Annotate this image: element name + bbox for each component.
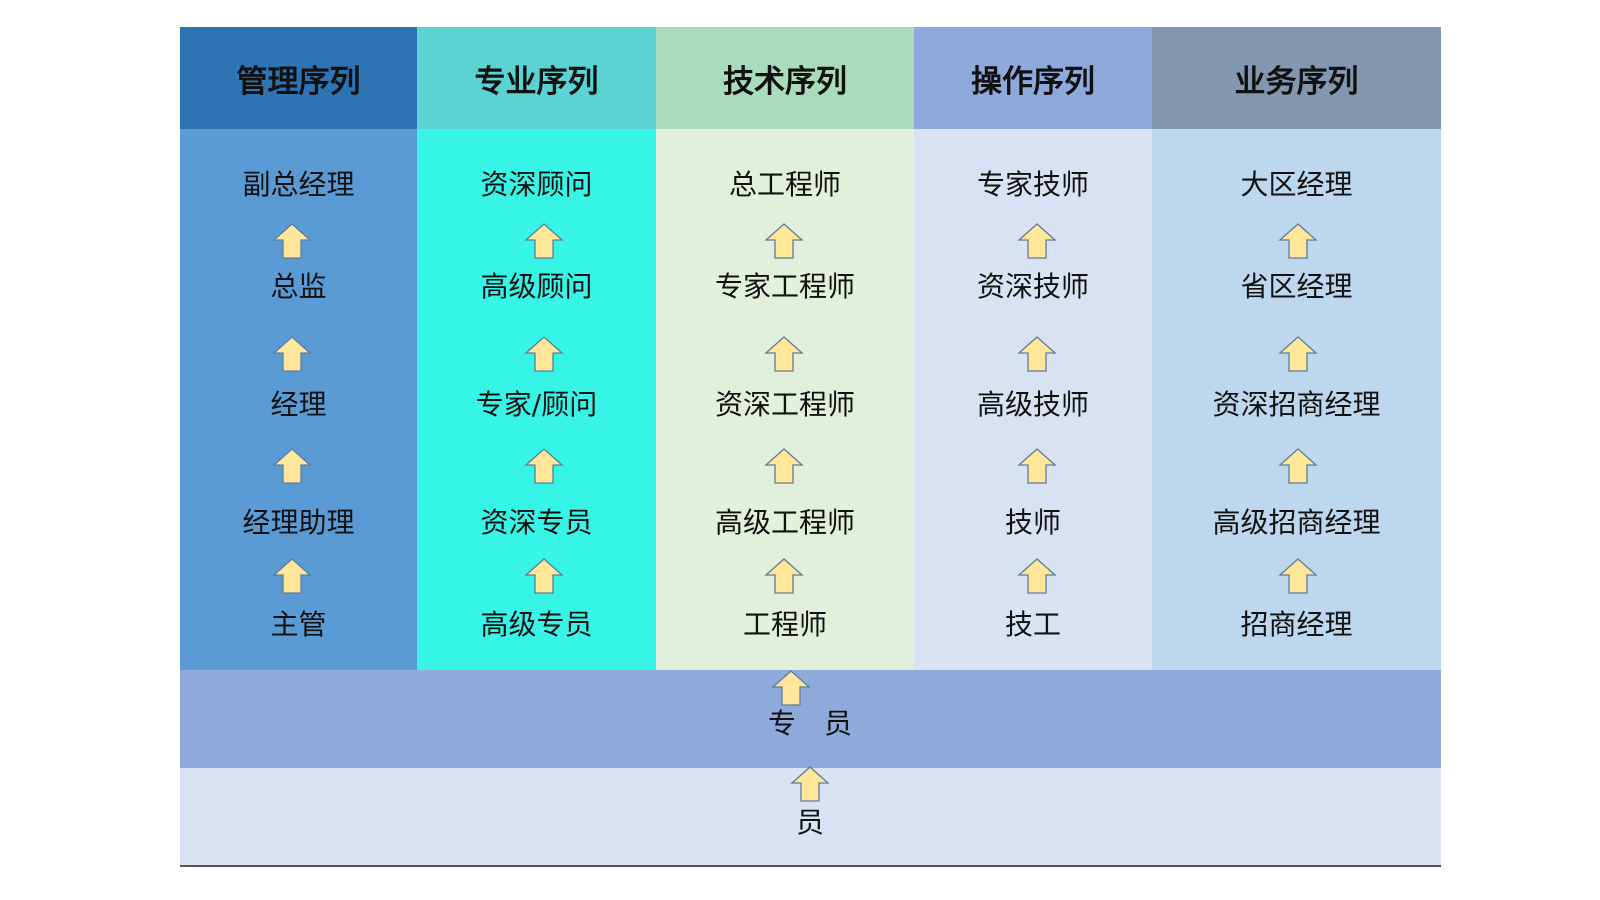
up-arrow-icon [523, 558, 564, 594]
level-label: 专家工程师 [714, 270, 856, 303]
up-arrow-icon [790, 766, 830, 802]
up-arrow-icon [771, 670, 811, 706]
level-label: 主管 [270, 608, 327, 641]
up-arrow-icon [271, 223, 312, 259]
up-arrow-icon [764, 336, 804, 372]
up-arrow-icon [1017, 558, 1057, 594]
level-label: 专家技师 [976, 168, 1090, 201]
band-specialist [180, 670, 1441, 768]
level-label: 总监 [270, 270, 327, 303]
up-arrow-icon [271, 558, 312, 594]
base-label: 员 [795, 806, 825, 839]
up-arrow-icon [523, 223, 564, 259]
level-label: 经理 [270, 388, 327, 421]
level-label: 技工 [1004, 608, 1062, 641]
level-label: 高级工程师 [714, 506, 856, 539]
level-label: 工程师 [742, 608, 828, 641]
level-label: 高级技师 [976, 388, 1090, 421]
level-label: 资深招商经理 [1212, 388, 1381, 421]
up-arrow-icon [764, 558, 804, 594]
column-header: 操作序列 [914, 27, 1152, 129]
column-header: 业务序列 [1152, 27, 1441, 129]
level-label: 省区经理 [1240, 270, 1353, 303]
level-label: 资深专员 [480, 506, 593, 539]
level-label: 副总经理 [242, 168, 355, 201]
column-header: 技术序列 [656, 27, 914, 129]
up-arrow-icon [1017, 336, 1057, 372]
level-label: 招商经理 [1240, 608, 1353, 641]
level-label: 资深顾问 [480, 168, 593, 201]
level-label: 经理助理 [242, 506, 355, 539]
up-arrow-icon [1277, 448, 1318, 484]
band-label: 专 员 [767, 707, 853, 740]
level-label: 高级顾问 [480, 270, 593, 303]
level-label: 技师 [1004, 506, 1062, 539]
level-label: 总工程师 [728, 168, 842, 201]
level-label: 高级专员 [480, 608, 593, 641]
level-label: 资深工程师 [714, 388, 856, 421]
up-arrow-icon [1277, 558, 1318, 594]
up-arrow-icon [523, 448, 564, 484]
column-header: 专业序列 [417, 27, 656, 129]
level-label: 专家/顾问 [475, 388, 598, 421]
up-arrow-icon [271, 448, 312, 484]
level-label: 资深技师 [976, 270, 1090, 303]
up-arrow-icon [271, 336, 312, 372]
up-arrow-icon [523, 336, 564, 372]
level-label: 高级招商经理 [1212, 506, 1381, 539]
level-label: 大区经理 [1240, 168, 1353, 201]
up-arrow-icon [1277, 223, 1318, 259]
up-arrow-icon [1277, 336, 1318, 372]
up-arrow-icon [1017, 448, 1057, 484]
up-arrow-icon [1017, 223, 1057, 259]
column-header: 管理序列 [180, 27, 417, 129]
up-arrow-icon [764, 448, 804, 484]
up-arrow-icon [764, 223, 804, 259]
